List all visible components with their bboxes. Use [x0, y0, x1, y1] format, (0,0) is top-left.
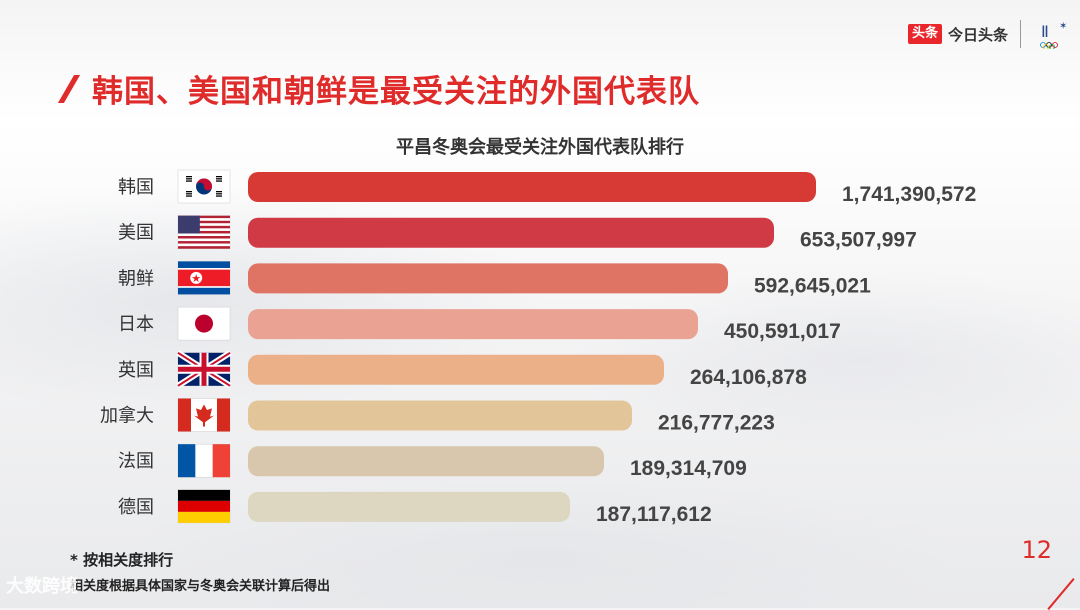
toutiao-name: 今日头条	[948, 25, 1009, 44]
country-label: 韩国	[118, 177, 154, 198]
footnote-method: 相关度根据具体国家与冬奥会关联计算后得出	[70, 579, 331, 594]
japan-flag-icon	[177, 306, 231, 341]
brand-header: 头条 今日头条 Ⅱ ✶	[908, 19, 1077, 49]
bar-row: 德国 187,117,612	[118, 489, 712, 526]
germany-flag-icon	[177, 489, 231, 524]
watermark: 大数跨境	[6, 576, 78, 597]
value-label: 187,117,612	[596, 503, 712, 526]
bar	[248, 172, 816, 202]
bar-row: 美国 653,507,997	[118, 215, 917, 252]
north-korea-flag-icon: ★	[177, 261, 231, 295]
bar-chart: 韩国 1,741,390,572 美国 653,507,997 朝鲜 ★ 592,645,0…	[100, 169, 976, 526]
bar	[248, 400, 632, 431]
canada-flag-icon	[177, 398, 231, 432]
logo-divider	[1020, 20, 1022, 48]
svg-text:✶: ✶	[1059, 21, 1067, 32]
value-label: 1,741,390,572	[842, 183, 976, 206]
bar-row: 朝鲜 ★ 592,645,021	[118, 261, 871, 297]
france-flag-icon	[177, 443, 231, 478]
value-label: 450,591,017	[724, 320, 841, 343]
value-label: 592,645,021	[754, 274, 871, 297]
country-label: 加拿大	[100, 405, 154, 427]
bar-row: 韩国 1,741,390,572	[118, 169, 976, 206]
bar	[248, 217, 774, 248]
usa-flag-icon	[177, 215, 231, 249]
value-label: 189,314,709	[630, 457, 747, 480]
svg-text:Ⅱ: Ⅱ	[1041, 22, 1049, 41]
country-label: 德国	[118, 497, 154, 518]
country-label: 朝鲜	[118, 268, 154, 289]
value-label: 653,507,997	[800, 229, 917, 252]
svg-text:★: ★	[191, 272, 201, 285]
country-label: 法国	[118, 451, 154, 472]
slide-title-group: 韩国、美国和朝鲜是最受关注的外国代表队	[57, 66, 700, 111]
chart-title: 平昌冬奥会最受关注外国代表队排行	[396, 137, 684, 158]
title-accent	[57, 74, 81, 103]
bar	[248, 491, 570, 522]
bar	[248, 446, 604, 477]
bar-row: 法国 189,314,709	[118, 443, 747, 480]
slide-title: 韩国、美国和朝鲜是最受关注的外国代表队	[92, 74, 700, 110]
bar	[248, 263, 728, 294]
page-number: 12	[1021, 536, 1052, 564]
footnote-ranking: * 按相关度排行	[70, 551, 174, 569]
country-label: 日本	[118, 314, 154, 335]
value-label: 264,106,878	[690, 366, 807, 389]
pyeongchang-logo-icon: Ⅱ ✶	[1040, 21, 1067, 49]
country-label: 美国	[118, 223, 154, 244]
bar	[248, 309, 698, 340]
toutiao-logo: 头条	[908, 24, 943, 44]
country-label: 英国	[118, 360, 154, 381]
value-label: 216,777,223	[658, 412, 775, 435]
uk-flag-icon	[176, 350, 232, 389]
bar	[248, 354, 664, 385]
bar-row: 英国 264,106,878	[118, 350, 807, 389]
bar-row: 加拿大 216,777,223	[100, 398, 775, 435]
page-accent	[1047, 578, 1075, 610]
bar-row: 日本 450,591,017	[118, 306, 841, 343]
south-korea-flag-icon	[177, 169, 231, 204]
